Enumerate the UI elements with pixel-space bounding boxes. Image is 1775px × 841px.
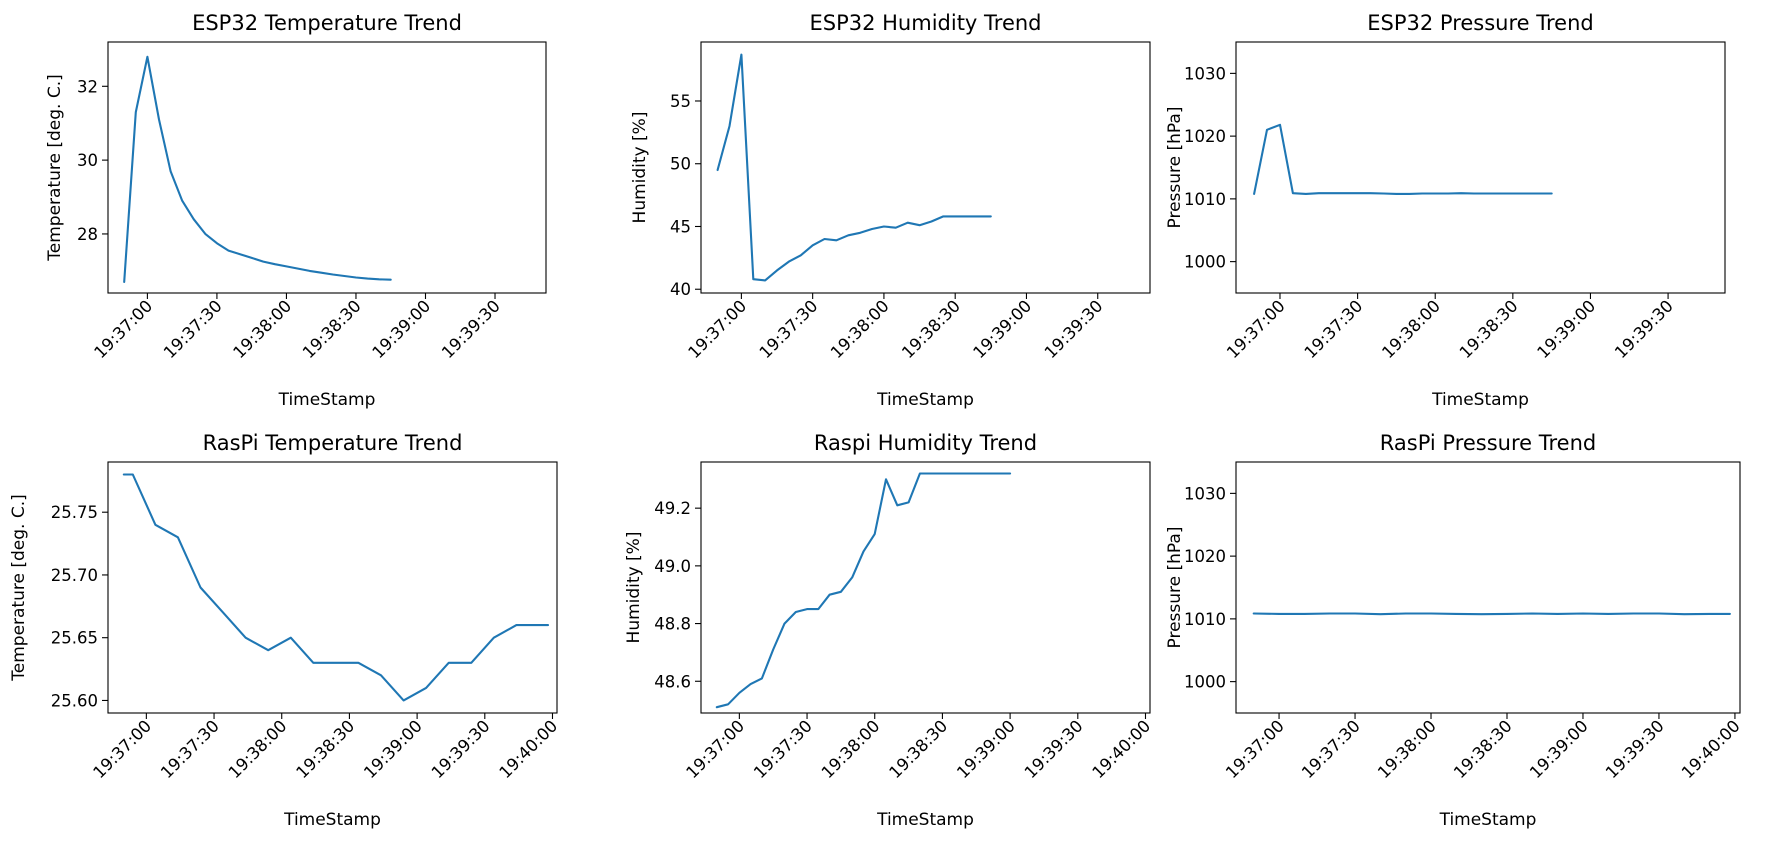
series-line [716,53,992,282]
y-tick-label: 1010 [1184,190,1226,209]
x-axis-label: TimeStamp [1439,810,1537,830]
y-tick-label: 30 [77,151,98,170]
y-tick-label: 40 [670,280,691,299]
y-tick-label: 1030 [1184,64,1226,83]
x-axis-label: TimeStamp [278,390,376,410]
plot-frame [1235,41,1726,294]
plot-frame [700,41,1151,294]
x-axis-label: TimeStamp [876,390,974,410]
chart-title: ESP32 Pressure Trend [1367,11,1593,35]
y-tick-label: 50 [670,155,691,174]
y-tick-label: 1000 [1184,673,1226,692]
y-axis-label: Temperature [deg. C.] [45,74,65,261]
plot-frame [700,461,1151,714]
chart-title: RasPi Temperature Trend [203,431,463,455]
y-tick-label: 32 [77,77,98,96]
x-axis-label: TimeStamp [1431,390,1529,410]
y-tick-label: 1010 [1184,610,1226,629]
y-tick-label: 49.2 [654,499,691,518]
y-tick-label: 1020 [1184,127,1226,146]
series-line [715,472,1012,709]
y-tick-label: 48.6 [654,672,691,691]
chart-title: RasPi Pressure Trend [1380,431,1596,455]
x-axis-label: TimeStamp [876,810,974,830]
y-tick-label: 1030 [1184,484,1226,503]
y-tick-label: 48.8 [654,615,691,634]
plot-frame [107,461,558,714]
y-axis-label: Pressure [hPa] [1165,107,1185,229]
y-tick-label: 1020 [1184,547,1226,566]
chart-title: ESP32 Temperature Trend [192,11,462,35]
plot-frame [1235,461,1741,714]
y-axis-label: Temperature [deg. C.] [9,494,29,681]
chart-title: Raspi Humidity Trend [814,431,1037,455]
series-line [1253,123,1553,195]
series-line [122,473,550,702]
y-tick-label: 25.75 [51,503,98,522]
x-axis-label: TimeStamp [283,810,381,830]
y-tick-label: 25.65 [51,629,98,648]
y-tick-label: 45 [670,217,691,236]
series-line [1252,612,1731,616]
y-tick-label: 28 [77,225,98,244]
y-axis-label: Humidity [%] [630,112,650,224]
series-line [123,55,392,283]
y-tick-label: 25.70 [51,566,98,585]
y-tick-label: 1000 [1184,253,1226,272]
plot-frame [107,41,547,294]
y-axis-label: Humidity [%] [624,532,644,644]
y-tick-label: 25.60 [51,691,98,710]
chart-title: ESP32 Humidity Trend [809,11,1041,35]
y-tick-label: 49.0 [654,557,691,576]
y-axis-label: Pressure [hPa] [1165,527,1185,649]
y-tick-label: 55 [670,92,691,111]
